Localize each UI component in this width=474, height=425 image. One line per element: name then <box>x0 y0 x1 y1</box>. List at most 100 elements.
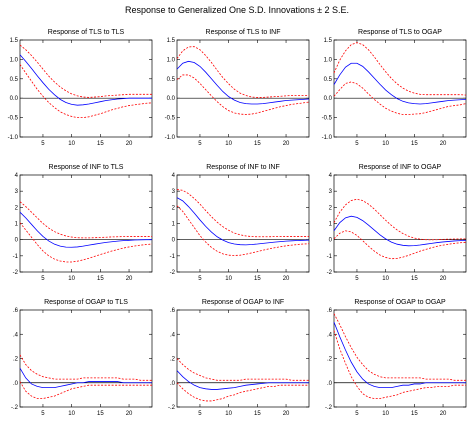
y-tick-label: -1 <box>170 254 176 260</box>
x-tick-label: 10 <box>68 411 75 417</box>
impulse-response-line <box>176 197 310 246</box>
plot-frame <box>176 174 310 273</box>
x-tick-label: 20 <box>283 141 290 147</box>
upper-band-line <box>333 198 466 241</box>
irf-panel: Response of INF to TLS -2 -1 0 1 2 3 4 5 10 15 20 <box>13 164 153 282</box>
impulse-response-line <box>176 370 309 390</box>
y-tick-label: -2 <box>13 270 19 276</box>
x-tick-label: 15 <box>97 141 104 147</box>
upper-band-line <box>19 201 152 239</box>
y-tick-label: -1 <box>13 254 19 260</box>
x-tick-label: 20 <box>440 411 447 417</box>
y-tick-label: 4 <box>329 173 333 179</box>
upper-band-line <box>333 42 467 96</box>
x-tick-label: 5 <box>355 141 359 147</box>
lower-band-line <box>333 81 467 115</box>
x-tick-label: 15 <box>97 276 104 282</box>
impulse-response-line <box>333 321 466 389</box>
y-tick-label: 2 <box>15 205 19 211</box>
x-tick-label: 15 <box>411 411 418 417</box>
lower-band-line <box>19 222 153 263</box>
y-tick-label: .2 <box>327 357 333 363</box>
main-title: Response to Generalized One S.D. Innovat… <box>125 5 349 15</box>
x-tick-label: 5 <box>198 276 202 282</box>
x-tick-label: 10 <box>225 411 232 417</box>
y-tick-label: 0.5 <box>10 77 19 83</box>
y-tick-label: 0 <box>329 238 333 244</box>
x-tick-label: 15 <box>411 276 418 282</box>
y-tick-label: -.2 <box>168 405 176 411</box>
x-tick-label: 15 <box>254 411 261 417</box>
x-tick-label: 5 <box>355 411 359 417</box>
upper-band-line <box>176 358 309 381</box>
y-tick-label: .6 <box>170 308 176 314</box>
panel-title: Response of TLS to TLS <box>48 29 125 36</box>
panel-title: Response of INF to INF <box>206 164 280 171</box>
impulse-response-line <box>19 54 152 106</box>
y-tick-label: -2 <box>327 270 333 276</box>
y-tick-label: -1.0 <box>165 135 176 141</box>
irf-panel: Response of OGAP to TLS -.2 .0 .2 .4 .6 5 10 15 2… <box>11 299 153 417</box>
y-tick-label: .2 <box>170 357 176 363</box>
panel-title: Response of TLS to INF <box>206 29 281 36</box>
irf-panel: Response of TLS to OGAP -1.0 -0.5 0.0 0.5 1.0… <box>322 29 467 147</box>
panel-title: Response of INF to TLS <box>49 164 124 171</box>
y-tick-label: 3 <box>329 189 333 195</box>
y-tick-label: -0.5 <box>322 116 333 122</box>
x-tick-label: 5 <box>41 141 45 147</box>
irf-panel: Response of INF to INF -2 -1 0 1 2 3 4 5 10 15 20 <box>170 164 310 282</box>
x-tick-label: 20 <box>126 141 133 147</box>
lower-band-line <box>176 74 310 115</box>
y-tick-label: -.2 <box>325 405 333 411</box>
x-tick-label: 5 <box>41 411 45 417</box>
x-tick-label: 20 <box>283 411 290 417</box>
panel-title: Response of OGAP to OGAP <box>354 299 446 306</box>
lower-band-line <box>333 230 467 260</box>
x-tick-label: 5 <box>198 411 202 417</box>
impulse-response-line <box>176 60 310 105</box>
x-tick-label: 15 <box>411 141 418 147</box>
y-tick-label: .4 <box>327 332 333 338</box>
x-tick-label: 10 <box>68 276 75 282</box>
x-tick-label: 15 <box>254 141 261 147</box>
y-tick-label: 1.0 <box>10 57 19 63</box>
lower-band-line <box>333 330 466 399</box>
x-tick-label: 15 <box>254 276 261 282</box>
x-tick-label: 20 <box>126 411 133 417</box>
x-tick-label: 20 <box>283 276 290 282</box>
irf-panel: Response of OGAP to OGAP -.2 .0 .2 .4 .6 5 10 15… <box>325 299 467 417</box>
y-tick-label: 1 <box>329 222 333 228</box>
panel-title: Response of INF to OGAP <box>359 164 442 171</box>
y-tick-label: -1.0 <box>8 135 19 141</box>
y-tick-label: 1.5 <box>167 38 176 44</box>
panel-title: Response of OGAP to INF <box>202 299 284 306</box>
x-tick-label: 10 <box>225 141 232 147</box>
y-tick-label: -1 <box>327 254 333 260</box>
impulse-response-line <box>19 367 152 389</box>
plot-frame <box>19 309 153 408</box>
x-tick-label: 20 <box>440 141 447 147</box>
impulse-response-line <box>19 211 152 248</box>
y-tick-label: 2 <box>172 205 176 211</box>
upper-band-line <box>19 354 152 381</box>
x-tick-label: 5 <box>41 276 45 282</box>
irf-panel: Response of INF to OGAP -2 -1 0 1 2 3 4 5 10 15 20 <box>327 164 467 282</box>
y-tick-label: 1 <box>172 222 176 228</box>
y-tick-label: .4 <box>170 332 176 338</box>
x-tick-label: 10 <box>225 276 232 282</box>
y-tick-label: 0.0 <box>167 96 176 102</box>
y-tick-label: 1 <box>15 222 19 228</box>
lower-band-line <box>19 64 153 118</box>
lower-band-line <box>176 205 310 256</box>
y-tick-label: -1.0 <box>322 135 333 141</box>
panel-title: Response of OGAP to TLS <box>44 299 128 306</box>
y-tick-label: 0.0 <box>10 96 19 102</box>
lower-band-line <box>19 381 152 399</box>
upper-band-line <box>19 44 152 98</box>
impulse-response-line <box>333 62 467 105</box>
y-tick-label: -0.5 <box>165 116 176 122</box>
x-tick-label: 20 <box>440 276 447 282</box>
y-tick-label: 0 <box>172 238 176 244</box>
impulse-response-line <box>333 215 467 247</box>
y-tick-label: -2 <box>170 270 176 276</box>
